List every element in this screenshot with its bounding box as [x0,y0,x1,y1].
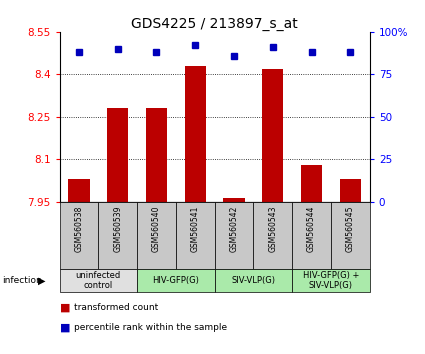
Text: GSM560540: GSM560540 [152,205,161,252]
Bar [60,269,137,292]
Text: SIV-VLP(G): SIV-VLP(G) [231,276,275,285]
Title: GDS4225 / 213897_s_at: GDS4225 / 213897_s_at [131,17,298,31]
Text: GSM560541: GSM560541 [191,205,200,252]
Bar [215,202,253,269]
Text: GSM560543: GSM560543 [268,205,277,252]
Text: HIV-GFP(G): HIV-GFP(G) [153,276,199,285]
Bar [262,69,283,202]
Bar [215,269,292,292]
Bar [176,202,215,269]
Text: GSM560539: GSM560539 [113,205,122,252]
Bar [68,179,90,202]
Bar [184,66,206,202]
Bar [146,108,167,202]
Text: GSM560544: GSM560544 [307,205,316,252]
Text: GSM560542: GSM560542 [230,205,238,252]
Bar [98,202,137,269]
Text: percentile rank within the sample: percentile rank within the sample [74,323,227,332]
Bar [292,202,331,269]
Bar [60,202,98,269]
Text: ▶: ▶ [38,275,45,286]
Text: transformed count: transformed count [74,303,159,313]
Bar [224,198,245,202]
Text: GSM560545: GSM560545 [346,205,355,252]
Bar [107,108,128,202]
Bar [301,165,322,202]
Text: uninfected
control: uninfected control [76,271,121,290]
Bar [253,202,292,269]
Text: GSM560538: GSM560538 [74,205,83,252]
Bar [340,179,361,202]
Bar [292,269,370,292]
Text: ■: ■ [60,322,70,332]
Text: HIV-GFP(G) +
SIV-VLP(G): HIV-GFP(G) + SIV-VLP(G) [303,271,359,290]
Bar [331,202,370,269]
Bar [137,269,215,292]
Text: ■: ■ [60,303,70,313]
Bar [137,202,176,269]
Text: infection: infection [2,276,42,285]
